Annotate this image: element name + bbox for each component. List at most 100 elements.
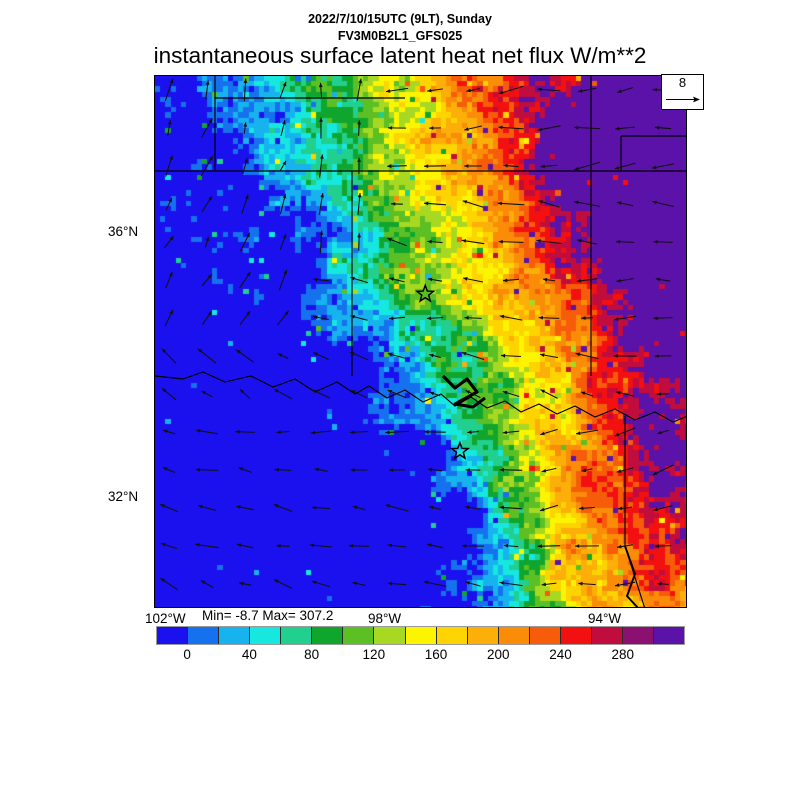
wind-arrow-head: [652, 165, 657, 170]
wind-arrow-head: [537, 87, 542, 92]
colorbar-segment: [654, 627, 685, 644]
map-plot-area[interactable]: [154, 75, 687, 608]
colorbar-segment: [622, 627, 654, 644]
colorbar[interactable]: 0 40 80 120 160 200 240 280: [156, 626, 685, 662]
wind-arrow-head: [537, 544, 542, 549]
colorbar-segment: [498, 627, 530, 644]
wind-arrow-head: [499, 505, 504, 510]
wind-arrow-head: [385, 430, 390, 435]
axis-label-lat-32: 32°N: [108, 489, 139, 504]
wind-arrow-head: [282, 234, 287, 239]
wind-arrow-head: [387, 543, 392, 548]
wind-arrow-head: [320, 154, 324, 159]
wind-arrow-head: [195, 467, 201, 472]
wind-arrow-head: [169, 155, 173, 160]
wind-arrow-head: [244, 158, 248, 163]
colorbar-segment: [219, 627, 251, 644]
wind-arrow-head: [236, 349, 241, 354]
wind-arrow-head: [503, 163, 508, 168]
wind-arrow-head: [577, 89, 583, 93]
wind-arrow-head: [655, 125, 660, 130]
colorbar-swatches: [156, 626, 685, 645]
wind-arrow-head: [423, 580, 429, 585]
wind-arrow-head: [499, 467, 504, 472]
wind-arrow-head: [162, 467, 168, 471]
river-line-east: [624, 545, 639, 607]
wind-arrow-head: [616, 391, 621, 395]
wind-arrow-head: [208, 196, 212, 201]
wind-arrow-head: [387, 126, 393, 130]
wind-arrow-head: [614, 165, 620, 170]
wind-arrow-head: [537, 127, 542, 132]
wind-key-arrow-icon: [666, 96, 700, 103]
wind-arrow-head: [576, 278, 582, 283]
colorbar-tick-label: 240: [549, 647, 572, 662]
wind-arrow-head: [387, 581, 393, 586]
wind-arrow-head: [540, 431, 545, 436]
wind-arrow-head: [357, 193, 362, 198]
station-star-south[interactable]: [449, 440, 471, 460]
wind-arrow-head: [464, 164, 469, 168]
wind-arrow-head: [277, 353, 283, 357]
wind-arrow-head: [652, 200, 657, 205]
wind-arrow-head: [578, 581, 583, 586]
colorbar-tick-label: 0: [183, 647, 191, 662]
wind-arrow-head: [617, 506, 623, 511]
wind-arrow-head: [209, 156, 213, 161]
wind-arrow-head: [498, 125, 503, 130]
wind-arrow-head: [208, 118, 213, 124]
wind-arrow-head: [205, 236, 210, 242]
wind-arrow-head: [284, 310, 289, 316]
wind-arrow-head: [197, 348, 203, 353]
wind-arrow-head: [239, 581, 244, 586]
wind-arrow-head: [581, 316, 586, 320]
wind-arrow-head: [616, 469, 622, 473]
title-model-id: FV3M0B2L1_GFS025: [337, 29, 463, 43]
wind-arrow-head: [466, 88, 471, 93]
wind-arrow-head: [310, 430, 316, 435]
wind-arrow-head: [426, 316, 432, 321]
wind-arrow-head: [465, 390, 471, 394]
wind-arrow-head: [462, 200, 468, 204]
wind-arrow-head: [283, 269, 287, 275]
wind-arrow-head: [501, 353, 506, 358]
wind-arrow-head: [614, 317, 619, 321]
wind-arrow-head: [654, 544, 660, 549]
colorbar-tick-label: 280: [611, 647, 635, 662]
wind-arrow-shaft: [497, 202, 525, 206]
wind-arrow-head: [245, 194, 249, 200]
state-boundary: [155, 371, 686, 423]
colorbar-segment: [405, 627, 437, 644]
river-line: [441, 374, 486, 409]
wind-arrow-head: [350, 468, 355, 472]
wind-arrow-head: [461, 239, 467, 243]
wind-arrow-head: [653, 316, 658, 321]
wind-arrow-head: [498, 90, 504, 95]
wind-arrow-head: [207, 311, 212, 316]
wind-arrow-head: [169, 236, 174, 241]
wind-arrow-head: [538, 315, 543, 320]
wind-arrow-head: [274, 467, 279, 472]
wind-arrow-head: [541, 468, 547, 473]
wind-arrow-head: [617, 544, 622, 549]
wind-arrow-head: [200, 580, 206, 585]
wind-arrow-head: [541, 582, 546, 587]
station-star-north[interactable]: [415, 283, 436, 303]
wind-arrow-head: [387, 352, 393, 357]
wind-arrow-head: [574, 200, 579, 205]
wind-arrow-head: [385, 504, 390, 508]
colorbar-tick-label: 200: [487, 647, 510, 662]
wind-arrow-head: [312, 580, 317, 585]
colorbar-segment: [188, 627, 220, 644]
wind-key-value: 8: [678, 75, 687, 90]
colorbar-segment: [436, 627, 468, 644]
wind-arrow-head: [246, 311, 251, 316]
wind-arrow-head: [357, 233, 361, 238]
wind-arrow-head: [162, 388, 167, 393]
wind-arrow-head: [465, 468, 470, 472]
wind-arrow-head: [427, 467, 433, 472]
wind-arrow-head: [246, 232, 250, 238]
wind-arrow-head: [429, 505, 434, 510]
wind-arrow-head: [574, 166, 579, 171]
wind-arrow-head: [350, 315, 355, 319]
